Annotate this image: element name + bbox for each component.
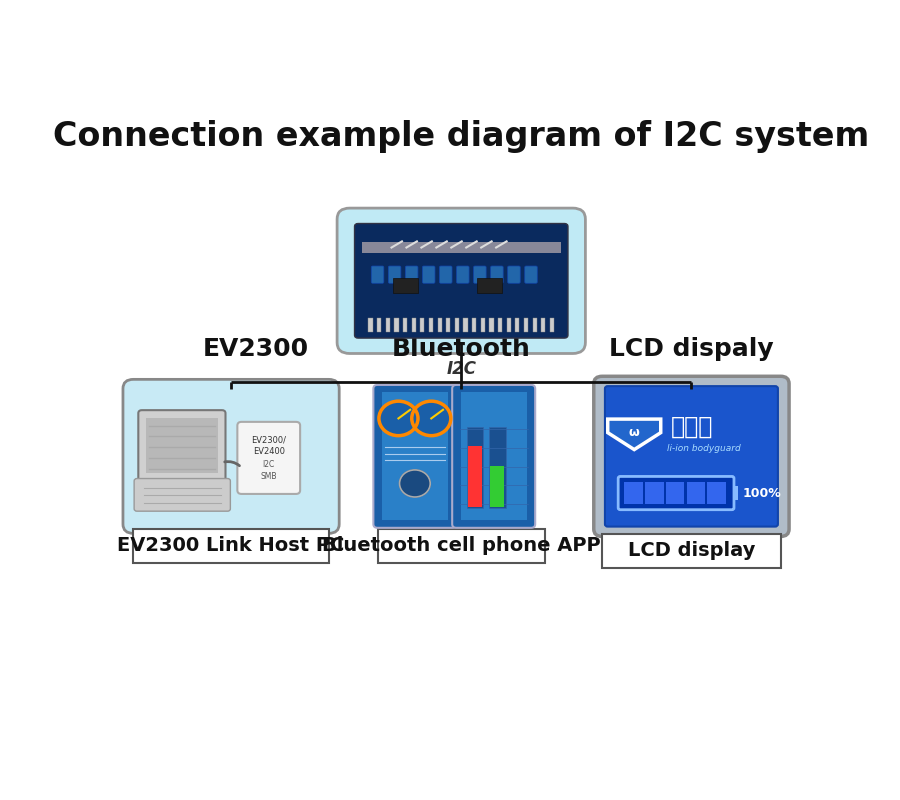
FancyBboxPatch shape [411, 318, 416, 332]
FancyBboxPatch shape [472, 318, 476, 332]
Text: EV2300 Link Host PC: EV2300 Link Host PC [117, 537, 345, 555]
FancyBboxPatch shape [338, 208, 585, 354]
FancyBboxPatch shape [687, 482, 706, 504]
FancyBboxPatch shape [707, 482, 726, 504]
FancyBboxPatch shape [378, 529, 545, 563]
FancyBboxPatch shape [490, 318, 493, 332]
FancyBboxPatch shape [477, 278, 501, 293]
FancyBboxPatch shape [374, 385, 456, 528]
FancyBboxPatch shape [386, 318, 390, 332]
FancyBboxPatch shape [456, 266, 469, 283]
FancyBboxPatch shape [452, 385, 536, 528]
FancyBboxPatch shape [666, 482, 684, 504]
Text: ω: ω [629, 426, 640, 439]
FancyBboxPatch shape [388, 266, 400, 283]
Text: SMB: SMB [260, 471, 277, 481]
Text: 锂卫士: 锂卫士 [670, 414, 713, 438]
FancyBboxPatch shape [644, 482, 663, 504]
FancyBboxPatch shape [134, 478, 230, 511]
FancyBboxPatch shape [473, 266, 486, 283]
FancyBboxPatch shape [439, 266, 452, 283]
FancyBboxPatch shape [464, 318, 468, 332]
FancyBboxPatch shape [454, 318, 459, 332]
FancyBboxPatch shape [429, 318, 433, 332]
FancyBboxPatch shape [541, 318, 545, 332]
FancyBboxPatch shape [507, 318, 511, 332]
FancyBboxPatch shape [602, 534, 780, 568]
Text: I2C: I2C [446, 360, 476, 378]
FancyBboxPatch shape [393, 278, 418, 293]
FancyBboxPatch shape [481, 318, 485, 332]
FancyBboxPatch shape [377, 318, 382, 332]
FancyBboxPatch shape [516, 318, 519, 332]
FancyBboxPatch shape [508, 266, 520, 283]
Text: LCD dispaly: LCD dispaly [609, 337, 774, 361]
Text: Connection example diagram of I2C system: Connection example diagram of I2C system [53, 119, 869, 153]
Text: EV2400: EV2400 [253, 447, 284, 456]
Circle shape [379, 401, 418, 436]
FancyBboxPatch shape [355, 223, 568, 338]
Circle shape [400, 470, 430, 497]
Text: Bluetooth cell phone APP: Bluetooth cell phone APP [322, 537, 600, 555]
Text: 100%: 100% [743, 486, 782, 499]
FancyBboxPatch shape [525, 266, 537, 283]
FancyBboxPatch shape [491, 266, 503, 283]
FancyBboxPatch shape [403, 318, 407, 332]
FancyBboxPatch shape [618, 477, 734, 510]
FancyBboxPatch shape [594, 376, 789, 537]
FancyBboxPatch shape [405, 266, 418, 283]
FancyBboxPatch shape [733, 486, 738, 501]
FancyBboxPatch shape [524, 318, 528, 332]
FancyBboxPatch shape [420, 318, 425, 332]
FancyBboxPatch shape [605, 386, 778, 526]
FancyBboxPatch shape [422, 266, 435, 283]
FancyBboxPatch shape [238, 422, 300, 494]
FancyBboxPatch shape [372, 266, 383, 283]
FancyBboxPatch shape [382, 392, 448, 521]
Polygon shape [608, 419, 661, 450]
FancyBboxPatch shape [498, 318, 502, 332]
FancyBboxPatch shape [139, 410, 226, 481]
FancyBboxPatch shape [624, 482, 643, 504]
FancyBboxPatch shape [146, 418, 218, 473]
FancyBboxPatch shape [489, 426, 506, 508]
FancyBboxPatch shape [437, 318, 442, 332]
Text: I2C: I2C [263, 460, 274, 469]
Text: EV2300: EV2300 [203, 337, 310, 361]
Text: EV2300/: EV2300/ [251, 435, 286, 444]
FancyBboxPatch shape [468, 446, 482, 506]
Text: li-ion bodyguard: li-ion bodyguard [667, 444, 741, 453]
Circle shape [412, 401, 451, 436]
Text: LCD display: LCD display [627, 542, 755, 561]
FancyBboxPatch shape [446, 318, 450, 332]
FancyBboxPatch shape [550, 318, 554, 332]
FancyBboxPatch shape [368, 318, 373, 332]
FancyBboxPatch shape [533, 318, 536, 332]
FancyBboxPatch shape [461, 392, 526, 521]
Text: Bluetooth: Bluetooth [392, 337, 531, 361]
FancyBboxPatch shape [491, 466, 504, 506]
FancyBboxPatch shape [362, 242, 561, 253]
FancyBboxPatch shape [394, 318, 399, 332]
FancyBboxPatch shape [467, 426, 483, 508]
FancyBboxPatch shape [123, 379, 339, 534]
FancyBboxPatch shape [133, 529, 328, 563]
